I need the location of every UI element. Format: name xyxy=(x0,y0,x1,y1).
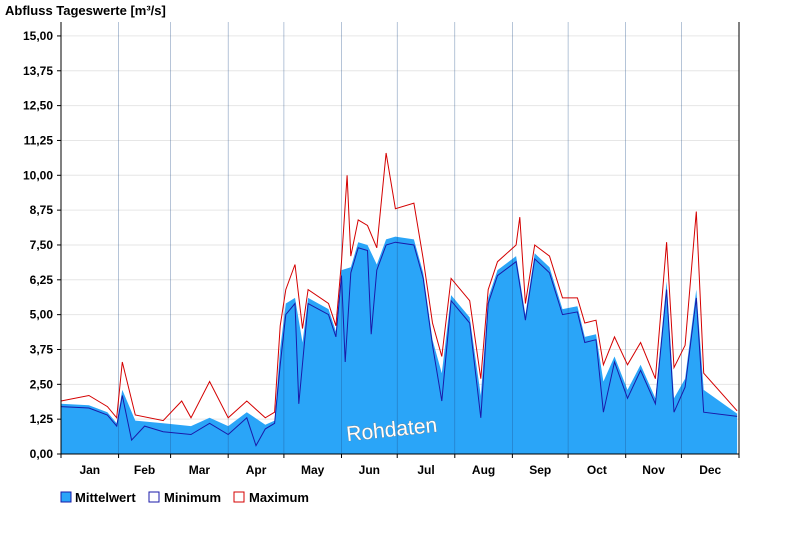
x-tick-label: Mar xyxy=(189,463,211,477)
y-tick-label: 2,50 xyxy=(30,377,54,391)
legend-label-mittelwert: Mittelwert xyxy=(75,490,136,505)
legend: Mittelwert Minimum Maximum xyxy=(60,490,309,505)
y-tick-label: 6,25 xyxy=(30,273,54,287)
y-tick-label: 3,75 xyxy=(30,342,54,356)
x-tick-label: Oct xyxy=(587,463,607,477)
x-tick-label: Feb xyxy=(134,463,155,477)
y-axis-ticks: 0,00 1,25 2,50 3,75 5,00 6,25 7,50 8,75 10,00 11,… xyxy=(23,29,61,461)
y-tick-label: 10,00 xyxy=(23,168,53,182)
x-tick-label: Dec xyxy=(699,463,721,477)
y-tick-label: 15,00 xyxy=(23,29,53,43)
legend-swatch-minimum xyxy=(148,491,160,503)
x-tick-label: Aug xyxy=(472,463,495,477)
x-tick-label: Jun xyxy=(359,463,380,477)
month-dividers xyxy=(118,22,682,454)
y-tick-label: 0,00 xyxy=(30,447,54,461)
x-tick-label: Apr xyxy=(246,463,267,477)
chart-title: Abfluss Tageswerte [m³/s] xyxy=(5,3,166,18)
legend-item-maximum[interactable]: Maximum xyxy=(233,490,309,505)
legend-label-maximum: Maximum xyxy=(249,490,309,505)
legend-swatch-maximum xyxy=(233,491,245,503)
legend-item-minimum[interactable]: Minimum xyxy=(148,490,221,505)
x-tick-label: Nov xyxy=(642,463,665,477)
y-tick-label: 13,75 xyxy=(23,64,53,78)
series-line-maximum xyxy=(60,152,738,422)
line-layer xyxy=(60,152,738,447)
y-tick-label: 8,75 xyxy=(30,203,54,217)
legend-item-mittelwert[interactable]: Mittelwert xyxy=(60,490,136,505)
y-tick-label: 7,50 xyxy=(30,238,54,252)
y-tick-label: 1,25 xyxy=(30,412,54,426)
x-tick-label: May xyxy=(301,463,325,477)
y-tick-label: 11,25 xyxy=(24,133,54,147)
x-tick-label: Sep xyxy=(529,463,551,477)
series-line-minimum xyxy=(60,241,738,447)
legend-swatch-mittelwert xyxy=(60,491,72,503)
legend-label-minimum: Minimum xyxy=(164,490,221,505)
x-tick-label: Jan xyxy=(79,463,100,477)
y-tick-label: 12,50 xyxy=(23,99,53,113)
x-tick-label: Jul xyxy=(417,463,434,477)
y-tick-label: 5,00 xyxy=(30,308,54,322)
x-axis-ticks: Jan Feb Mar Apr May Jun Jul Aug Sep Oct Nov Dec xyxy=(60,454,740,477)
